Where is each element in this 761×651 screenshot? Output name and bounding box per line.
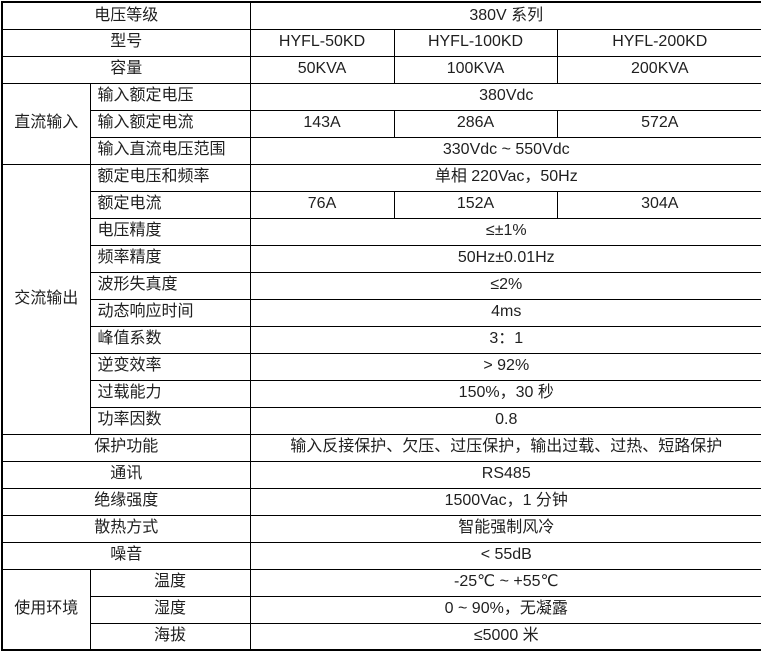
value-cell: 304A — [556, 190, 761, 219]
value-cell: 50KVA — [249, 55, 395, 84]
value-cell: 76A — [249, 190, 395, 219]
value-cell: 输入反接保护、欠压、过压保护，输出过载、过热、短路保护 — [249, 433, 761, 462]
param-label-cell: 额定电流 — [89, 190, 251, 219]
param-label-cell: 额定电压和频率 — [89, 163, 251, 192]
table-row: 容量 50KVA 100KVA 200KVA — [1, 55, 761, 84]
table-row: 过载能力 150%，30 秒 — [2, 379, 761, 408]
value-cell: ≤±1% — [249, 217, 761, 246]
group-label-cell: 电压等级 — [1, 1, 251, 30]
value-cell: 0 ~ 90%，无凝露 — [249, 595, 761, 624]
table-row: 功率因数 0.8 — [2, 406, 761, 435]
value-cell: 572A — [556, 109, 761, 138]
value-cell: 100KVA — [393, 55, 558, 84]
param-label-cell: 输入额定电压 — [89, 82, 251, 111]
table-row: 输入直流电压范围 330Vdc ~ 550Vdc — [2, 136, 761, 165]
table-row: 型号 HYFL-50KD HYFL-100KD HYFL-200KD — [1, 28, 761, 57]
table-row: 波形失真度 ≤2% — [2, 271, 761, 300]
group-label-cell: 通讯 — [1, 460, 251, 489]
table-row: 海拔 ≤5000 米 — [2, 622, 761, 651]
param-label-cell: 频率精度 — [89, 244, 251, 273]
env-label-cell: 湿度 — [89, 595, 251, 624]
group-label-cell: 容量 — [1, 55, 251, 84]
value-cell: 380Vdc — [249, 82, 761, 111]
value-cell: HYFL-200KD — [556, 28, 761, 57]
table-row: 保护功能 输入反接保护、欠压、过压保护，输出过载、过热、短路保护 — [1, 433, 761, 462]
value-cell: 150%，30 秒 — [249, 379, 761, 408]
group-label-cell: 绝缘强度 — [1, 487, 251, 516]
table-row: 输入额定电流 143A 286A 572A — [2, 109, 761, 138]
table-row: 电压精度 ≤±1% — [2, 217, 761, 246]
param-label-cell: 输入额定电流 — [89, 109, 251, 138]
value-cell: 智能强制风冷 — [249, 514, 761, 543]
section-label-cell: 使用环境 — [1, 568, 91, 651]
param-label-cell: 功率因数 — [89, 406, 251, 435]
table-row: 逆变效率 > 92% — [2, 352, 761, 381]
value-cell: -25℃ ~ +55℃ — [249, 568, 761, 597]
value-cell: > 92% — [249, 352, 761, 381]
table-row: 直流输入 输入额定电压 380Vdc — [1, 82, 761, 165]
param-label-cell: 电压精度 — [89, 217, 251, 246]
value-cell: 4ms — [249, 298, 761, 327]
value-cell: RS485 — [249, 460, 761, 489]
value-cell: 0.8 — [249, 406, 761, 435]
param-label-cell: 峰值系数 — [89, 325, 251, 354]
param-label-cell: 过载能力 — [89, 379, 251, 408]
table-row: 绝缘强度 1500Vac，1 分钟 — [1, 487, 761, 516]
table-row: 通讯 RS485 — [1, 460, 761, 489]
value-cell: 200KVA — [556, 55, 761, 84]
table-row: 峰值系数 3：1 — [2, 325, 761, 354]
value-cell: HYFL-50KD — [249, 28, 395, 57]
param-label-cell: 输入直流电压范围 — [89, 136, 251, 165]
param-label-cell: 逆变效率 — [89, 352, 251, 381]
table-row: 频率精度 50Hz±0.01Hz — [2, 244, 761, 273]
value-cell: 单相 220Vac，50Hz — [249, 163, 761, 192]
env-label-cell: 温度 — [89, 568, 251, 597]
param-label-cell: 动态响应时间 — [89, 298, 251, 327]
env-label-cell: 海拔 — [89, 622, 251, 651]
value-cell: 152A — [393, 190, 558, 219]
group-label-cell: 散热方式 — [1, 514, 251, 543]
value-cell: HYFL-100KD — [393, 28, 558, 57]
table-row: 交流输出 额定电压和频率 单相 220Vac，50Hz — [1, 163, 761, 435]
value-cell: 330Vdc ~ 550Vdc — [249, 136, 761, 165]
param-label-cell: 波形失真度 — [89, 271, 251, 300]
value-cell: 1500Vac，1 分钟 — [249, 487, 761, 516]
table-row: 湿度 0 ~ 90%，无凝露 — [2, 595, 761, 624]
value-cell: 3：1 — [249, 325, 761, 354]
value-cell: ≤5000 米 — [249, 622, 761, 651]
table-row: 噪音 < 55dB — [1, 541, 761, 570]
group-label-cell: 保护功能 — [1, 433, 251, 462]
table-row: 动态响应时间 4ms — [2, 298, 761, 327]
table-row: 电压等级 380V 系列 — [1, 1, 761, 30]
table-row: 散热方式 智能强制风冷 — [1, 514, 761, 543]
value-cell: 50Hz±0.01Hz — [249, 244, 761, 273]
value-cell: 380V 系列 — [249, 1, 761, 30]
value-cell: ≤2% — [249, 271, 761, 300]
section-label-cell: 直流输入 — [1, 82, 91, 165]
value-cell: < 55dB — [249, 541, 761, 570]
table-row: 使用环境 温度 -25℃ ~ +55℃ — [1, 568, 761, 651]
section-label-cell: 交流输出 — [1, 163, 91, 435]
value-cell: 286A — [393, 109, 558, 138]
group-label-cell: 噪音 — [1, 541, 251, 570]
group-label-cell: 型号 — [1, 28, 251, 57]
value-cell: 143A — [249, 109, 395, 138]
table-row: 额定电流 76A 152A 304A — [2, 190, 761, 219]
